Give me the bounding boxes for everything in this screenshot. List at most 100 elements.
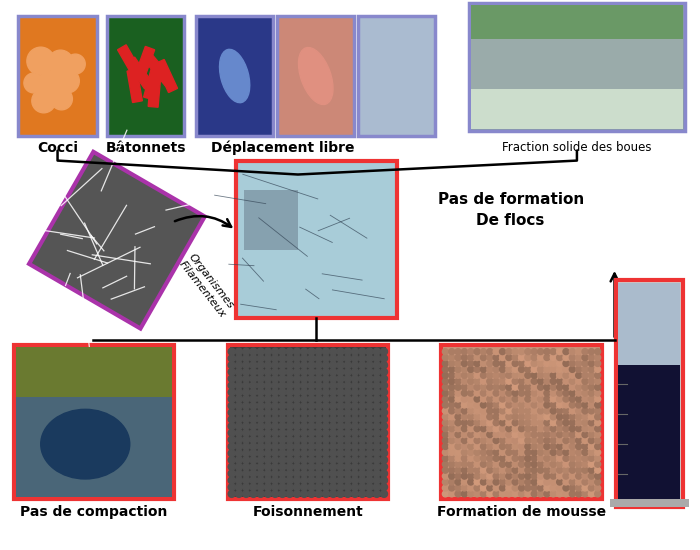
Bar xyxy=(471,6,682,39)
Circle shape xyxy=(468,390,474,396)
Circle shape xyxy=(286,443,293,450)
Circle shape xyxy=(286,430,293,436)
Circle shape xyxy=(506,378,512,384)
Circle shape xyxy=(582,461,588,468)
Circle shape xyxy=(500,420,505,426)
Circle shape xyxy=(323,382,330,389)
Circle shape xyxy=(550,426,556,432)
Circle shape xyxy=(480,485,486,491)
Circle shape xyxy=(373,368,380,376)
Circle shape xyxy=(293,355,300,362)
Circle shape xyxy=(575,414,582,420)
Circle shape xyxy=(442,378,448,384)
Circle shape xyxy=(494,360,499,366)
Circle shape xyxy=(595,432,601,438)
Circle shape xyxy=(575,426,582,432)
Circle shape xyxy=(506,408,512,414)
Circle shape xyxy=(272,375,279,382)
Circle shape xyxy=(595,485,601,491)
Circle shape xyxy=(337,450,344,456)
Circle shape xyxy=(595,438,601,443)
Circle shape xyxy=(455,491,461,497)
Circle shape xyxy=(531,349,537,355)
Circle shape xyxy=(525,396,531,402)
Circle shape xyxy=(323,375,330,382)
Circle shape xyxy=(373,403,380,409)
Circle shape xyxy=(455,349,461,355)
Circle shape xyxy=(486,366,493,372)
Circle shape xyxy=(595,455,601,461)
Circle shape xyxy=(27,47,55,75)
Circle shape xyxy=(550,408,556,414)
Circle shape xyxy=(550,355,556,360)
Circle shape xyxy=(344,348,351,355)
Circle shape xyxy=(366,491,373,497)
Circle shape xyxy=(595,467,601,473)
Circle shape xyxy=(494,402,499,408)
Circle shape xyxy=(330,443,337,450)
Bar xyxy=(610,499,689,507)
Circle shape xyxy=(569,473,575,479)
Circle shape xyxy=(351,430,358,436)
Circle shape xyxy=(486,443,493,449)
Circle shape xyxy=(575,420,582,426)
Bar xyxy=(16,346,172,398)
Circle shape xyxy=(480,479,486,485)
Circle shape xyxy=(257,470,264,477)
Circle shape xyxy=(461,461,468,468)
Circle shape xyxy=(531,432,537,438)
Circle shape xyxy=(301,382,308,389)
Circle shape xyxy=(265,389,272,396)
Circle shape xyxy=(455,438,461,443)
Circle shape xyxy=(595,491,601,497)
Circle shape xyxy=(279,463,286,470)
Circle shape xyxy=(381,443,388,450)
Circle shape xyxy=(531,449,537,455)
Circle shape xyxy=(461,408,468,414)
Circle shape xyxy=(474,366,480,372)
Circle shape xyxy=(359,483,365,491)
Circle shape xyxy=(315,395,322,403)
Circle shape xyxy=(556,473,563,479)
Circle shape xyxy=(575,384,582,390)
Circle shape xyxy=(315,463,322,470)
Circle shape xyxy=(589,449,594,455)
Circle shape xyxy=(563,396,569,402)
Circle shape xyxy=(512,467,518,473)
Circle shape xyxy=(506,426,512,432)
Circle shape xyxy=(330,355,337,362)
Circle shape xyxy=(480,378,486,384)
Text: Foisonnement: Foisonnement xyxy=(253,505,363,519)
Circle shape xyxy=(474,349,480,355)
Circle shape xyxy=(544,461,550,468)
Circle shape xyxy=(301,368,308,376)
Circle shape xyxy=(486,485,493,491)
Circle shape xyxy=(286,491,293,497)
Circle shape xyxy=(366,395,373,403)
Circle shape xyxy=(461,443,468,449)
Circle shape xyxy=(344,436,351,443)
Circle shape xyxy=(449,420,455,426)
Circle shape xyxy=(279,477,286,484)
Circle shape xyxy=(589,408,594,414)
Circle shape xyxy=(486,461,493,468)
Circle shape xyxy=(359,456,365,464)
Circle shape xyxy=(595,461,601,468)
Circle shape xyxy=(512,349,518,355)
Circle shape xyxy=(486,408,493,414)
Circle shape xyxy=(293,362,300,369)
Circle shape xyxy=(474,360,480,366)
Circle shape xyxy=(480,467,486,473)
Circle shape xyxy=(569,366,575,372)
Circle shape xyxy=(250,389,257,396)
Circle shape xyxy=(589,390,594,396)
Circle shape xyxy=(235,409,242,416)
Circle shape xyxy=(494,467,499,473)
Circle shape xyxy=(468,473,474,479)
Circle shape xyxy=(486,473,493,479)
Circle shape xyxy=(556,360,563,366)
Circle shape xyxy=(344,382,351,389)
Circle shape xyxy=(582,449,588,455)
Circle shape xyxy=(480,372,486,378)
Circle shape xyxy=(531,443,537,449)
